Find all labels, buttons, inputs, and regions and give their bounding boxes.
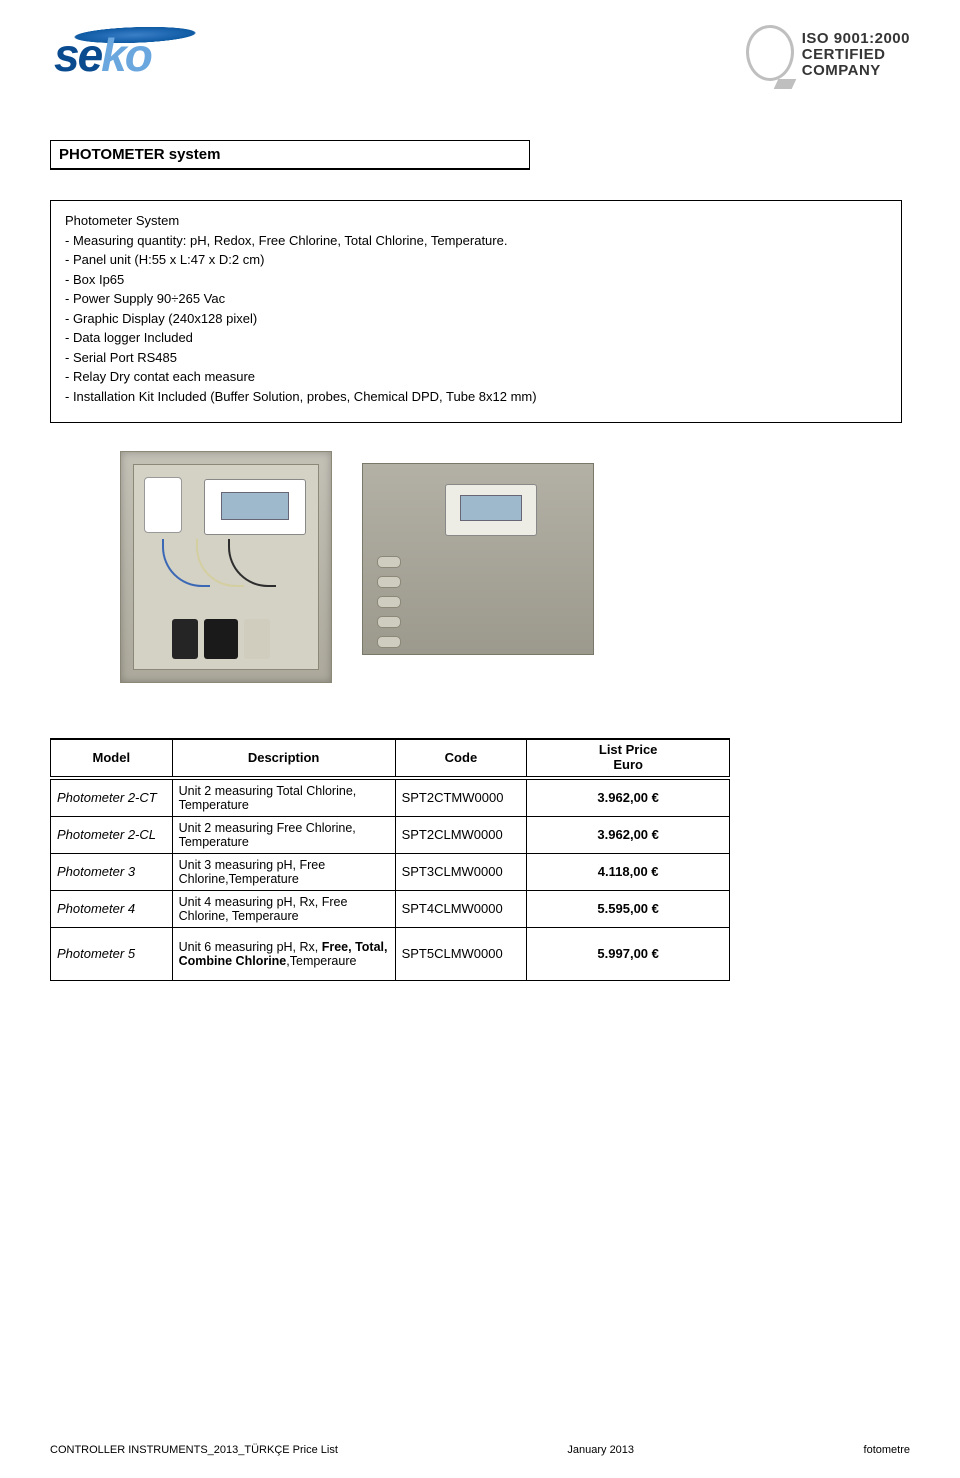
cell-code: SPT3CLMW0000 [395,853,527,890]
cell-model: Photometer 3 [51,853,173,890]
q-mark-icon [746,25,796,85]
wiring-icon [162,539,302,599]
hinge-icon [377,556,401,568]
description-line: - Power Supply 90÷265 Vac [65,289,887,309]
price-table: Model Description Code List Price Euro P… [50,738,730,981]
bottles-icon [172,619,270,659]
description-heading: Photometer System [65,211,887,231]
description-line: - Relay Dry contat each measure [65,367,887,387]
table-row: Photometer 4Unit 4 measuring pH, Rx, Fre… [51,890,730,927]
hinge-icon [377,616,401,628]
logo-text: seko [54,28,151,82]
cell-code: SPT4CLMW0000 [395,890,527,927]
col-description: Description [172,739,395,778]
cell-description: Unit 4 measuring pH, Rx, Free Chlorine, … [172,890,395,927]
cell-price: 3.962,00 € [527,816,730,853]
footer-center: January 2013 [567,1444,634,1456]
cell-model: Photometer 5 [51,927,173,980]
col-price-l2: Euro [533,758,723,773]
device-open-image [120,451,332,683]
display-icon [445,484,537,536]
logo-text-part2: ko [101,29,151,81]
page-footer: CONTROLLER INSTRUMENTS_2013_TÜRKÇE Price… [50,1444,910,1456]
logo-text-part1: se [54,29,101,81]
cell-description: Unit 2 measuring Free Chlorine, Temperat… [172,816,395,853]
table-row: Photometer 3Unit 3 measuring pH, Free Ch… [51,853,730,890]
description-frame: Photometer System- Measuring quantity: p… [50,200,902,423]
cell-description: Unit 2 measuring Total Chlorine, Tempera… [172,778,395,817]
iso-line1: ISO 9001:2000 [802,31,910,47]
table-row: Photometer 5Unit 6 measuring pH, Rx, Fre… [51,927,730,980]
col-model: Model [51,739,173,778]
cell-model: Photometer 2-CL [51,816,173,853]
footer-left: CONTROLLER INSTRUMENTS_2013_TÜRKÇE Price… [50,1444,338,1456]
device-closed-image [362,463,594,655]
description-line: - Installation Kit Included (Buffer Solu… [65,387,887,407]
footer-right: fotometre [864,1444,910,1456]
cell-code: SPT5CLMW0000 [395,927,527,980]
hinge-icon [377,596,401,608]
hinge-icon [377,636,401,648]
description-line: - Panel unit (H:55 x L:47 x D:2 cm) [65,250,887,270]
product-images-row [120,451,910,683]
cell-code: SPT2CLMW0000 [395,816,527,853]
section-title-box: PHOTOMETER system [50,140,530,170]
table-row: Photometer 2-CTUnit 2 measuring Total Ch… [51,778,730,817]
cell-price: 4.118,00 € [527,853,730,890]
cell-model: Photometer 2-CT [51,778,173,817]
hinge-icon [377,576,401,588]
cell-price: 5.595,00 € [527,890,730,927]
cell-model: Photometer 4 [51,890,173,927]
cell-code: SPT2CTMW0000 [395,778,527,817]
iso-certified-badge: ISO 9001:2000 CERTIFIED COMPANY [746,25,910,85]
col-price-l1: List Price [533,743,723,758]
iso-line3: COMPANY [802,63,910,79]
cell-price: 3.962,00 € [527,778,730,817]
col-price: List Price Euro [527,739,730,778]
description-body: Photometer System- Measuring quantity: p… [57,207,895,416]
pump-icon [144,477,182,533]
col-code: Code [395,739,527,778]
description-line: - Measuring quantity: pH, Redox, Free Ch… [65,231,887,251]
cell-description: Unit 6 measuring pH, Rx, Free, Total, Co… [172,927,395,980]
cell-price: 5.997,00 € [527,927,730,980]
page-header: seko ISO 9001:2000 CERTIFIED COMPANY [50,20,910,90]
description-line: - Serial Port RS485 [65,348,887,368]
iso-line2: CERTIFIED [802,47,910,63]
seko-logo: seko [50,20,220,90]
section-title: PHOTOMETER system [59,146,220,163]
display-icon [204,479,306,535]
description-line: - Data logger Included [65,328,887,348]
description-line: - Graphic Display (240x128 pixel) [65,309,887,329]
cell-description: Unit 3 measuring pH, Free Chlorine,Tempe… [172,853,395,890]
table-row: Photometer 2-CLUnit 2 measuring Free Chl… [51,816,730,853]
description-line: - Box Ip65 [65,270,887,290]
